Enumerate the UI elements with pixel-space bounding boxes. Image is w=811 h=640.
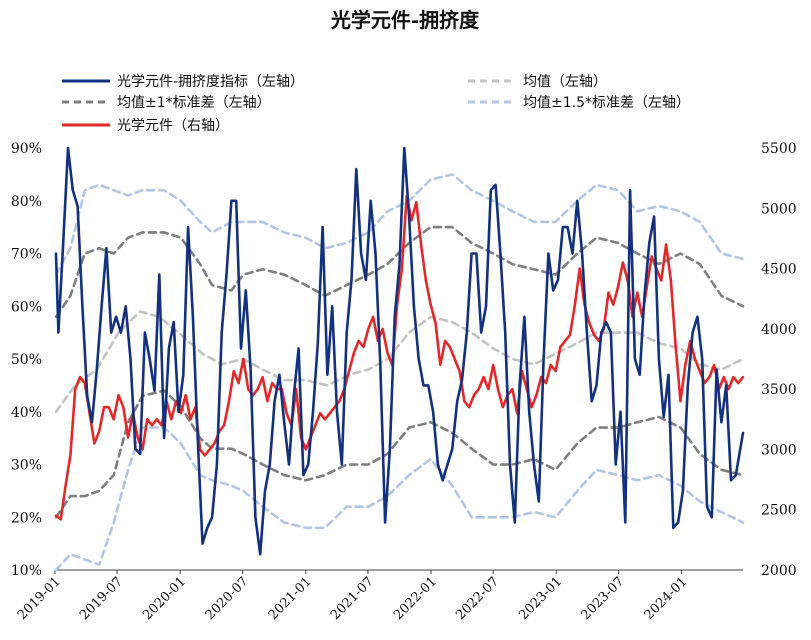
y-right-tick-label: 3500 [761, 382, 797, 398]
x-axis: 2019-01 2019-07 2020-01 2020-07 2021-01 2021-… [15, 570, 690, 623]
y-left-tick-label: 20% [11, 510, 42, 526]
legend-label-std1: 均值±1*标准差（左轴） [117, 95, 271, 111]
series-line-index [54, 146, 745, 556]
y-right-tick-label: 5500 [761, 141, 797, 157]
series-line-std1-lower [54, 389, 745, 519]
legend: 光学元件-拥挤度指标（左轴） 均值（左轴） 均值±1*标准差（左轴） 均值±1.5*标… [62, 74, 690, 134]
y-left-tick-label: 40% [11, 405, 42, 421]
y-left-tick-label: 10% [11, 563, 42, 579]
x-tick-label: 2023-07 [578, 574, 627, 623]
x-tick-label: 2022-01 [391, 574, 440, 623]
x-tick-label: 2020-07 [203, 574, 252, 623]
y-left-tick-label: 80% [11, 194, 42, 210]
legend-label-std15: 均值±1.5*标准差（左轴） [523, 95, 690, 111]
y-right-tick-label: 2000 [761, 563, 797, 579]
y-right-tick-label: 3000 [761, 442, 797, 458]
x-tick-label: 2020-01 [140, 574, 189, 623]
y-left-tick-label: 30% [11, 458, 42, 474]
x-tick-label: 2021-07 [328, 574, 377, 623]
y-right-tick-label: 5000 [761, 201, 797, 217]
chart-title: 光学元件-拥挤度 [330, 8, 480, 32]
y-left-tick-label: 90% [11, 141, 42, 157]
y-left-tick-label: 50% [11, 352, 42, 368]
y-right-tick-label: 4500 [761, 262, 797, 278]
legend-label-price: 光学元件（右轴） [117, 118, 229, 134]
x-tick-label: 2019-01 [15, 574, 64, 623]
y-right-tick-label: 4000 [761, 322, 797, 338]
y-right-axis: 2000 2500 3000 3500 4000 4500 5000 5500 [761, 141, 797, 579]
y-left-axis: 10% 20% 30% 40% 50% 60% 70% 80% 90% [11, 141, 42, 579]
x-tick-label: 2023-01 [516, 574, 565, 623]
plot-area [54, 146, 745, 572]
series-line-std15-lower [54, 426, 745, 572]
series-line-std1-upper [54, 225, 745, 319]
y-left-tick-label: 60% [11, 299, 42, 315]
legend-label-mean: 均值（左轴） [523, 74, 607, 90]
series-line-std15-upper [54, 173, 745, 276]
x-tick-label: 2019-07 [77, 574, 126, 623]
x-tick-label: 2021-01 [266, 574, 315, 623]
y-right-tick-label: 2500 [761, 503, 797, 519]
legend-label-index: 光学元件-拥挤度指标（左轴） [117, 74, 304, 90]
x-tick-label: 2024-01 [642, 574, 691, 623]
y-left-tick-label: 70% [11, 247, 42, 263]
x-tick-label: 2022-07 [453, 574, 502, 623]
